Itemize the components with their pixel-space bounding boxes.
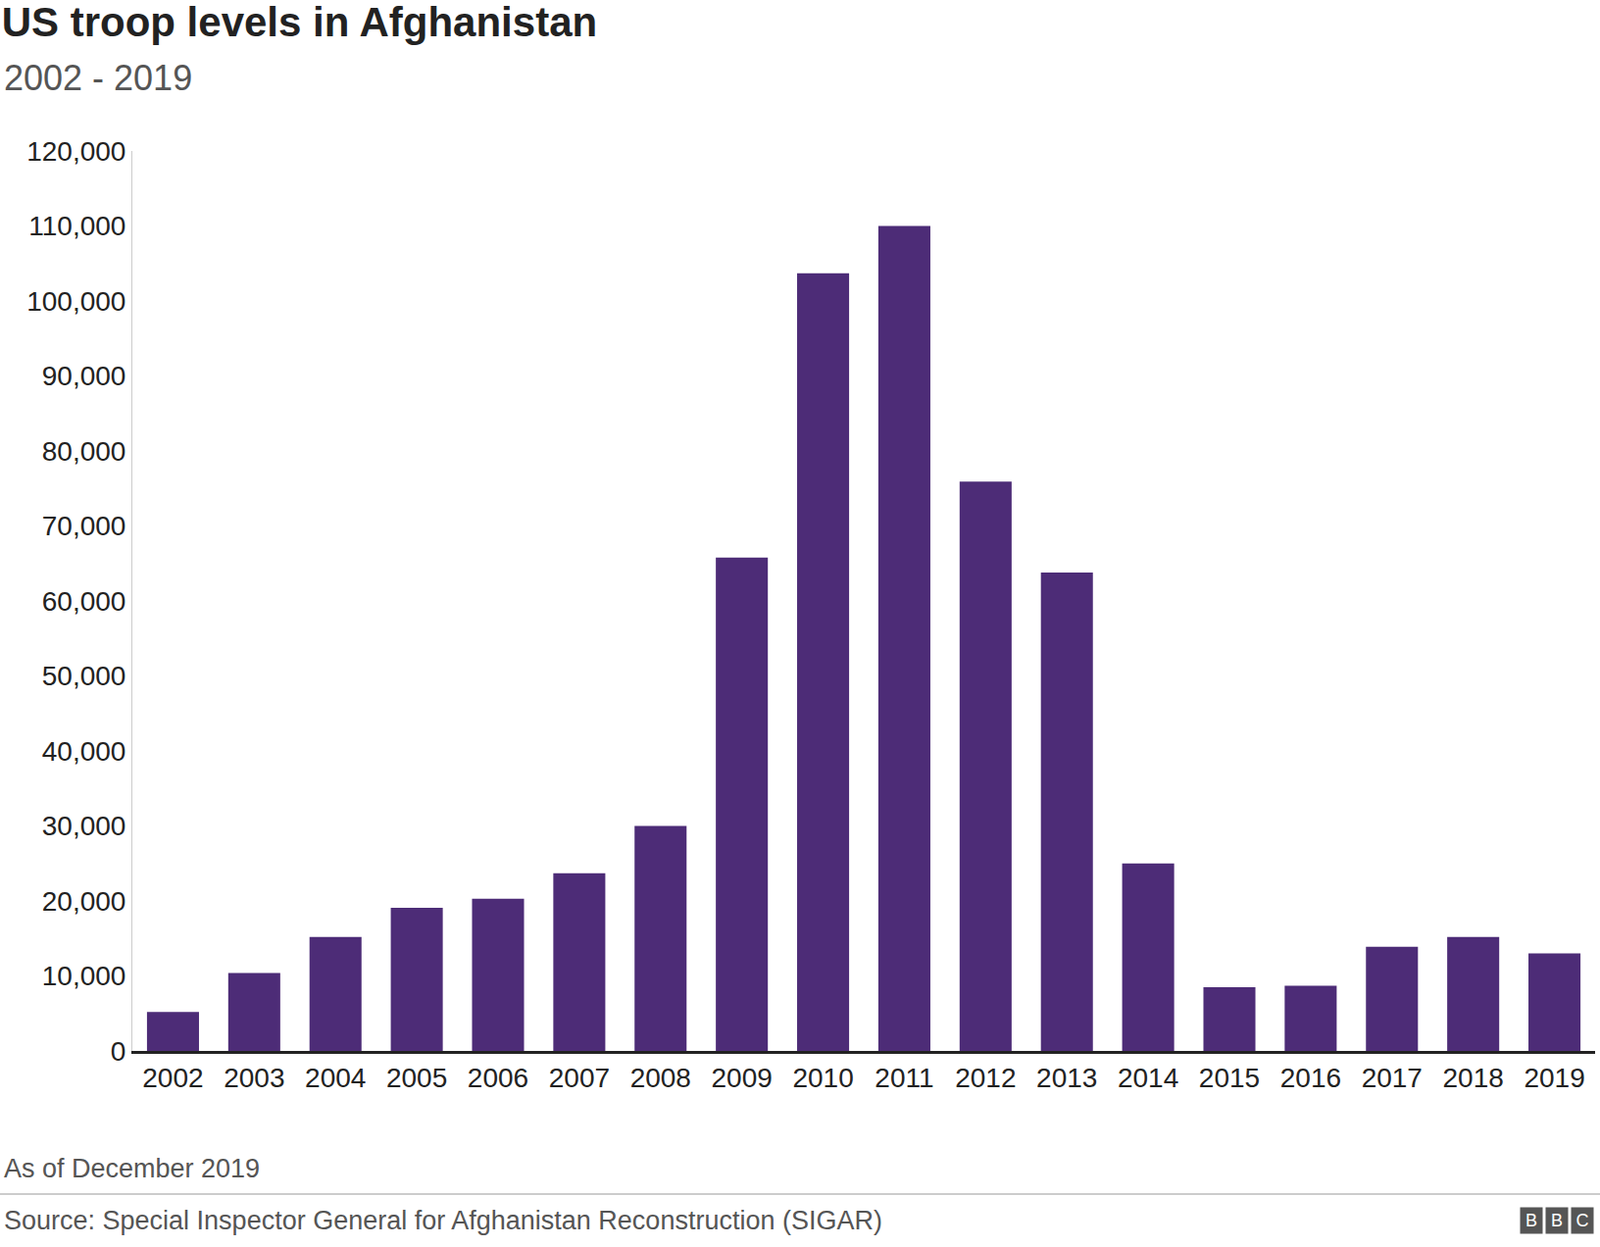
svg-text:2004: 2004 xyxy=(304,1062,366,1094)
svg-text:90,000: 90,000 xyxy=(42,360,127,392)
svg-text:2017: 2017 xyxy=(1361,1062,1423,1094)
svg-text:2013: 2013 xyxy=(1036,1062,1098,1094)
svg-text:2016: 2016 xyxy=(1280,1062,1342,1094)
svg-text:50,000: 50,000 xyxy=(42,660,127,692)
svg-text:2012: 2012 xyxy=(954,1062,1016,1094)
svg-text:B: B xyxy=(1550,1210,1563,1231)
svg-text:80,000: 80,000 xyxy=(42,436,127,467)
svg-text:2002: 2002 xyxy=(142,1062,203,1094)
svg-text:2009: 2009 xyxy=(711,1062,773,1094)
svg-text:B: B xyxy=(1525,1210,1538,1231)
svg-text:30,000: 30,000 xyxy=(42,810,127,842)
svg-text:2015: 2015 xyxy=(1199,1062,1260,1094)
svg-text:2018: 2018 xyxy=(1443,1062,1504,1094)
svg-text:120,000: 120,000 xyxy=(26,136,126,167)
svg-text:0: 0 xyxy=(110,1036,127,1067)
svg-text:2006: 2006 xyxy=(467,1062,529,1094)
svg-text:40,000: 40,000 xyxy=(42,736,127,767)
svg-text:2014: 2014 xyxy=(1117,1062,1179,1094)
svg-text:2003: 2003 xyxy=(223,1062,285,1094)
svg-text:70,000: 70,000 xyxy=(42,510,127,542)
svg-text:2002 - 2019: 2002 - 2019 xyxy=(3,57,193,99)
svg-text:US troop levels in Afghanistan: US troop levels in Afghanistan xyxy=(1,0,599,46)
svg-text:110,000: 110,000 xyxy=(28,210,126,242)
svg-text:As of December 2019: As of December 2019 xyxy=(3,1153,260,1184)
svg-text:C: C xyxy=(1576,1210,1590,1231)
svg-text:2008: 2008 xyxy=(630,1062,692,1094)
svg-text:Source: Special Inspector Gene: Source: Special Inspector General for Af… xyxy=(3,1205,883,1236)
svg-text:2010: 2010 xyxy=(792,1062,853,1094)
svg-text:2019: 2019 xyxy=(1523,1062,1585,1094)
svg-text:2005: 2005 xyxy=(386,1062,448,1094)
svg-text:2007: 2007 xyxy=(549,1062,610,1094)
svg-text:10,000: 10,000 xyxy=(42,960,127,992)
svg-text:100,000: 100,000 xyxy=(26,286,126,317)
svg-text:20,000: 20,000 xyxy=(42,886,127,917)
svg-text:2011: 2011 xyxy=(874,1062,934,1094)
svg-text:60,000: 60,000 xyxy=(42,586,127,617)
